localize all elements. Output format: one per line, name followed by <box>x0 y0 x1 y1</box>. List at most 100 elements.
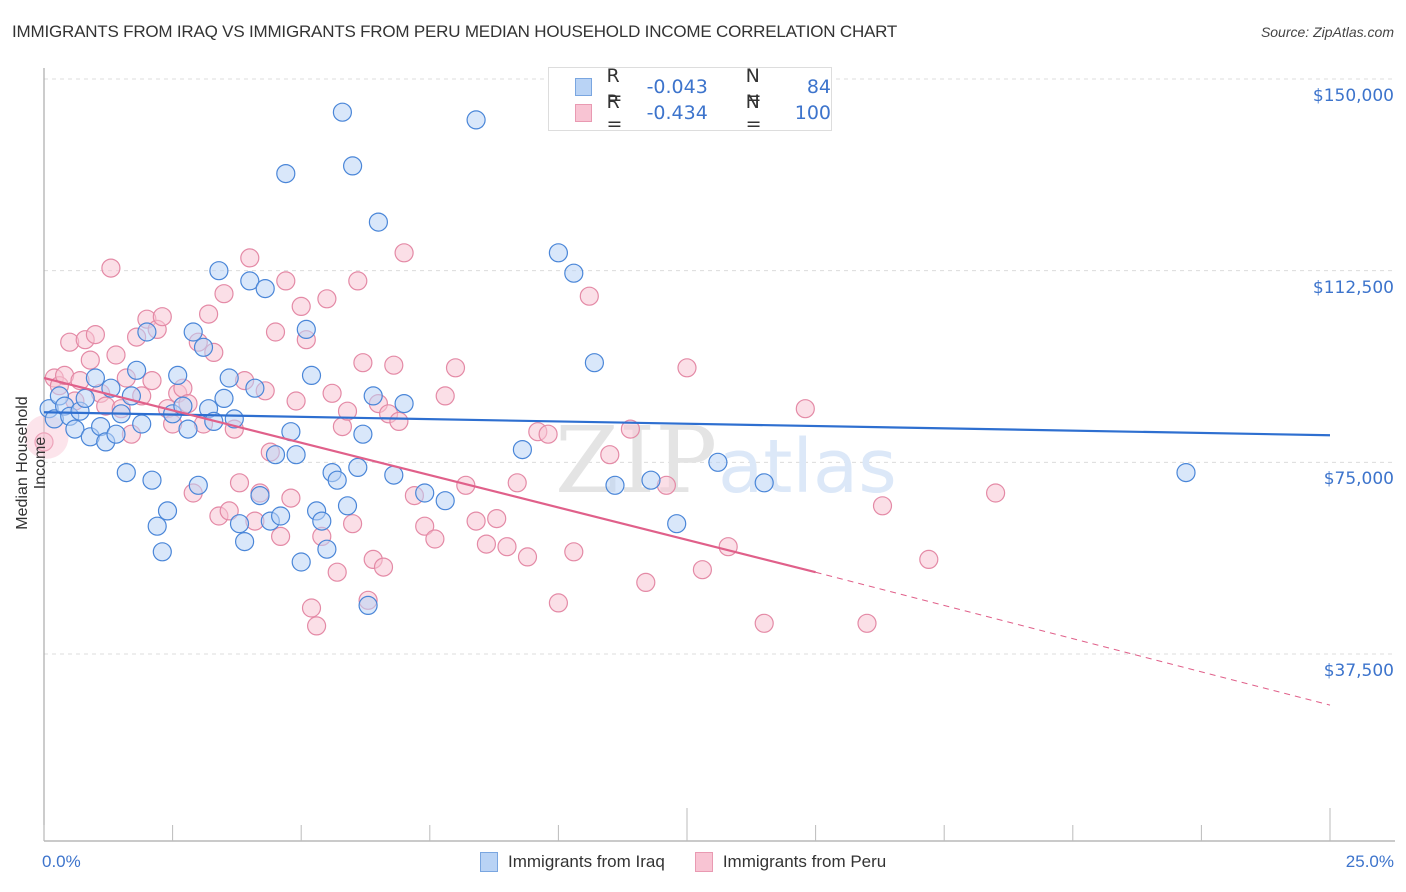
data-point <box>389 411 409 431</box>
data-point <box>296 319 316 339</box>
data-point <box>317 539 337 559</box>
data-point <box>235 531 255 552</box>
data-point <box>193 337 214 357</box>
r-label: R = <box>606 91 623 135</box>
iraq-points <box>39 102 1196 616</box>
legend-item-iraq[interactable]: Immigrants from Iraq <box>480 852 665 872</box>
y-tick-75000: $75,000 <box>1323 469 1394 489</box>
peru-trend-line <box>43 376 816 574</box>
data-point <box>985 483 1006 503</box>
gridlines <box>44 78 1395 655</box>
data-point <box>142 371 162 391</box>
data-point <box>199 304 219 324</box>
data-point <box>286 391 306 411</box>
data-point <box>106 345 126 365</box>
data-point <box>754 473 774 493</box>
data-point <box>466 110 486 130</box>
iraq-swatch-icon <box>480 852 498 872</box>
data-point <box>497 537 517 557</box>
data-point <box>353 353 373 373</box>
peru-swatch-icon <box>694 852 713 872</box>
data-point <box>384 465 404 485</box>
data-point <box>106 424 126 444</box>
data-point <box>127 360 147 380</box>
y-axis-label: Median Household Income <box>14 396 49 530</box>
data-point <box>322 383 342 403</box>
data-point <box>332 102 352 122</box>
y-tick-37500: $37,500 <box>1323 661 1394 681</box>
series-legend: Immigrants from Iraq Immigrants from Per… <box>480 852 916 872</box>
data-point <box>255 279 275 299</box>
data-point <box>348 271 368 291</box>
data-point <box>178 419 198 439</box>
peru-trend-line-extrapolated <box>815 571 1331 706</box>
data-point <box>214 388 234 408</box>
stats-row-iraq: R = -0.043 N = 84 <box>575 65 831 109</box>
data-point <box>183 322 203 342</box>
data-point <box>219 368 239 388</box>
data-point <box>718 537 738 557</box>
data-point <box>343 156 363 176</box>
data-point <box>584 353 605 373</box>
data-point <box>312 511 332 531</box>
data-point <box>708 452 728 472</box>
data-point <box>301 365 322 385</box>
data-point <box>307 616 327 636</box>
data-point <box>564 263 584 283</box>
iraq-swatch-icon <box>575 78 593 96</box>
watermark-atlas: atlas <box>718 424 897 510</box>
n-label: N = <box>745 91 762 135</box>
r-label: R = <box>606 65 623 109</box>
n-label: N = <box>745 65 762 109</box>
data-point <box>548 593 569 613</box>
data-point <box>677 358 697 378</box>
data-point <box>116 463 136 483</box>
data-point <box>564 542 584 562</box>
data-point <box>466 511 486 531</box>
data-point <box>358 595 378 616</box>
n-value: 100 <box>794 102 831 124</box>
data-point <box>80 350 100 370</box>
data-point <box>152 307 172 327</box>
data-point <box>281 488 301 508</box>
legend-item-peru[interactable]: Immigrants from Peru <box>694 852 887 872</box>
data-point <box>754 613 774 633</box>
data-point <box>147 516 167 536</box>
data-point <box>245 378 265 398</box>
stats-legend: R = -0.043 N = 84 R = -0.434 N = 100 <box>548 65 832 135</box>
data-point <box>517 547 538 567</box>
data-point <box>271 526 291 547</box>
data-point <box>857 613 877 633</box>
data-point <box>353 424 373 444</box>
data-point <box>538 424 558 444</box>
n-value: 84 <box>806 76 831 98</box>
legend-label-peru: Immigrants from Peru <box>722 852 887 871</box>
stats-row-peru: R = -0.434 N = 100 <box>575 91 831 135</box>
x-tick-0: 0.0% <box>42 852 81 871</box>
data-point <box>265 322 286 342</box>
data-point <box>435 386 455 406</box>
data-point <box>435 491 455 511</box>
data-point <box>487 508 507 529</box>
data-point <box>317 289 337 309</box>
data-point <box>214 284 234 304</box>
data-point <box>337 401 358 421</box>
data-point <box>85 325 106 345</box>
data-point <box>337 496 358 516</box>
data-point <box>620 419 641 439</box>
chart-title: IMMIGRANTS FROM IRAQ VS IMMIGRANTS FROM … <box>12 22 898 41</box>
data-point <box>142 470 162 490</box>
data-point <box>415 516 435 536</box>
data-point <box>394 243 414 263</box>
data-point <box>363 386 383 406</box>
data-point <box>512 440 533 460</box>
r-value: -0.043 <box>646 76 708 98</box>
data-point <box>605 475 625 495</box>
data-point <box>872 496 893 516</box>
data-point <box>85 368 106 388</box>
data-point <box>240 248 260 268</box>
data-point <box>224 409 244 429</box>
data-point <box>276 271 296 291</box>
data-point <box>348 457 368 477</box>
